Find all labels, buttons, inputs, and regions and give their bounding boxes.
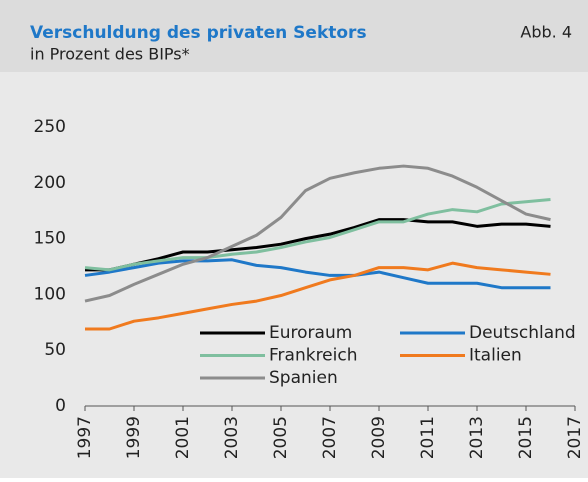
x-tick-label: 1999 — [124, 416, 144, 459]
chart-subtitle: in Prozent des BIPs* — [30, 45, 190, 64]
line-series — [84, 164, 551, 303]
x-tick-label: 2003 — [222, 416, 242, 459]
line-series — [85, 218, 551, 272]
line-series — [84, 258, 551, 290]
x-tick-label: 2013 — [467, 416, 487, 459]
legend-label: Euroraum — [269, 323, 352, 343]
chart-title: Verschuldung des privaten Sektors — [30, 23, 367, 43]
y-tick-label: 250 — [34, 117, 66, 137]
y-tick-label: 200 — [34, 173, 66, 193]
x-tick-label: 2005 — [271, 416, 291, 459]
x-tick-label: 2007 — [320, 416, 340, 459]
legend-label: Italien — [469, 346, 522, 366]
x-tick-label: 2009 — [369, 416, 389, 459]
legend-label: Frankreich — [269, 346, 358, 366]
header — [0, 0, 588, 72]
x-tick-label: 1997 — [75, 416, 95, 459]
line-series — [84, 198, 551, 272]
x-tick-label: 2017 — [565, 416, 585, 459]
line-series — [85, 261, 551, 331]
y-tick-label: 100 — [34, 284, 66, 304]
x-tick-label: 2001 — [173, 416, 193, 459]
legend-label: Spanien — [269, 368, 338, 388]
x-tick-label: 2015 — [516, 416, 536, 459]
legend-label: Deutschland — [469, 323, 576, 343]
y-tick-label: 50 — [44, 340, 66, 360]
y-tick-label: 0 — [55, 396, 66, 416]
y-tick-label: 150 — [34, 229, 66, 249]
x-tick-label: 2011 — [418, 416, 438, 459]
figure-label: Abb. 4 — [520, 23, 572, 42]
